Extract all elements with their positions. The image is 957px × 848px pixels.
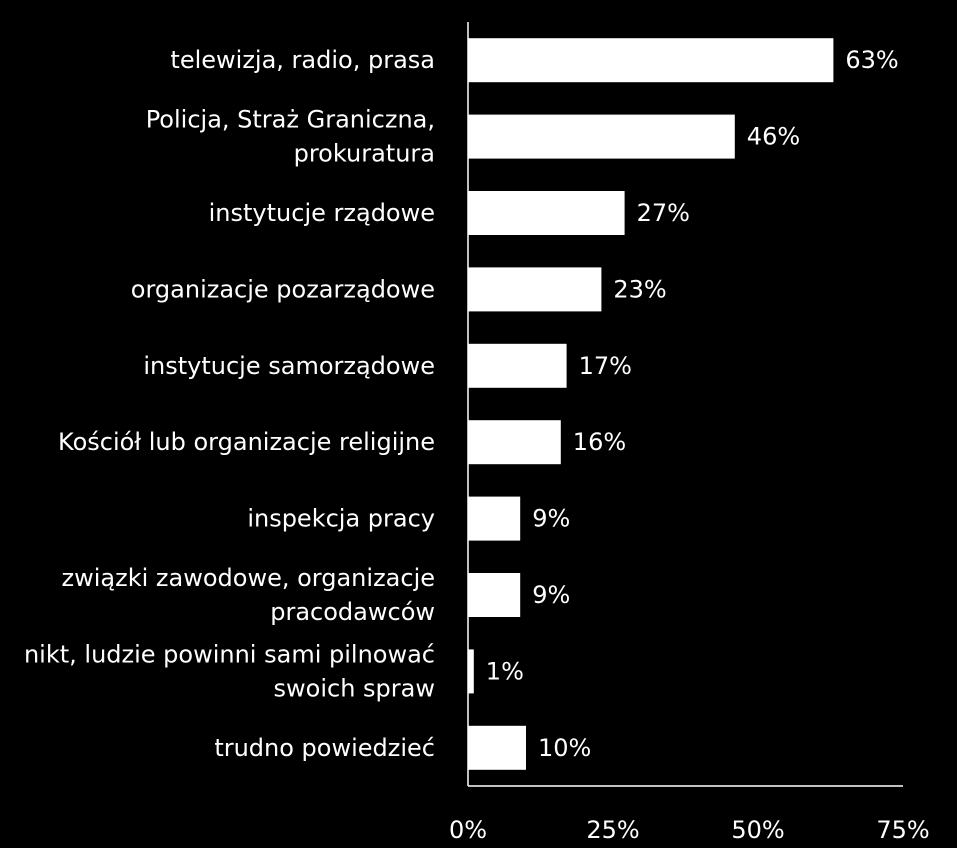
bar xyxy=(468,573,521,617)
tick-labels-group: 0% 25% 50% 75% xyxy=(449,816,930,844)
bar xyxy=(468,38,834,83)
value-label: 9% xyxy=(532,581,570,609)
value-label: 10% xyxy=(538,734,591,762)
bar xyxy=(468,267,602,312)
value-label: 63% xyxy=(845,46,898,74)
x-tick-label: 75% xyxy=(876,816,929,844)
category-label: pracodawców xyxy=(270,598,435,626)
value-label: 9% xyxy=(532,505,570,533)
value-label: 23% xyxy=(613,275,666,303)
category-label: telewizja, radio, prasa xyxy=(170,46,435,74)
category-label: nikt, ludzie powinni sami pilnować xyxy=(24,640,435,668)
category-label: związki zawodowe, organizacje xyxy=(62,564,435,592)
bar xyxy=(468,725,526,770)
category-label: Policja, Straż Graniczna, xyxy=(146,106,435,134)
category-label: Kościół lub organizacje religijne xyxy=(58,428,435,456)
bar xyxy=(468,191,625,235)
category-label: instytucje samorządowe xyxy=(143,352,435,380)
category-label: swoich spraw xyxy=(274,674,435,702)
category-label: prokuratura xyxy=(294,140,435,168)
category-label: instytucje rządowe xyxy=(209,199,435,227)
bar xyxy=(468,649,474,694)
value-label: 1% xyxy=(486,657,524,685)
category-labels-group: telewizja, radio, prasa Policja, Straż Gr… xyxy=(24,46,435,762)
value-label: 27% xyxy=(637,199,690,227)
x-tick-label: 25% xyxy=(586,816,639,844)
value-label: 17% xyxy=(579,352,632,380)
x-tick-label: 0% xyxy=(449,816,487,844)
category-label: trudno powiedzieć xyxy=(214,734,435,762)
bar xyxy=(468,114,735,159)
x-tick-label: 50% xyxy=(731,816,784,844)
axes-group xyxy=(467,22,903,787)
bars-group xyxy=(468,38,834,770)
category-label: organizacje pozarządowe xyxy=(131,275,435,303)
category-label: inspekcja pracy xyxy=(247,505,435,533)
bar xyxy=(468,420,561,465)
value-labels-group: 63% 46% 27% 23% 17% 16% 9% 9% 1% 10% xyxy=(486,46,899,762)
value-label: 46% xyxy=(747,123,800,151)
bar xyxy=(468,343,567,388)
value-label: 16% xyxy=(573,428,626,456)
bar xyxy=(468,496,521,541)
